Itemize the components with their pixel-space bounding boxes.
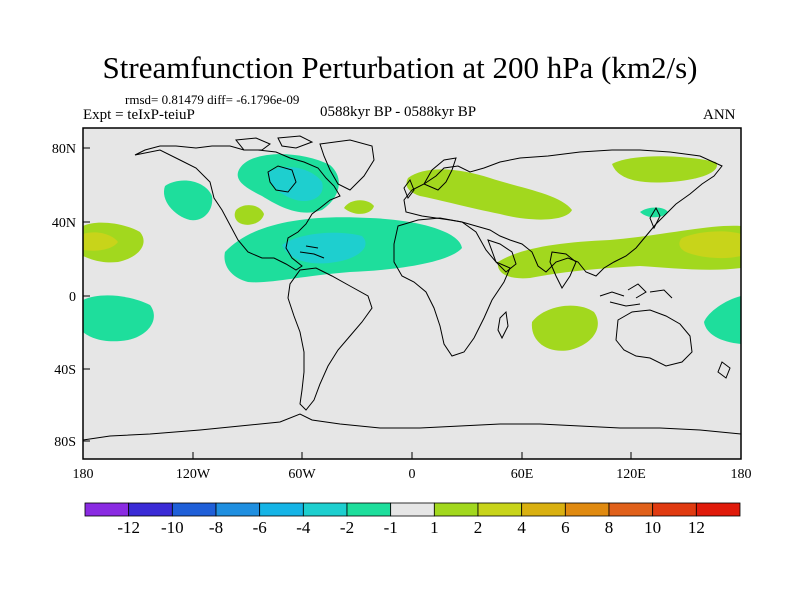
colorbar-swatch bbox=[564, 502, 610, 517]
coast-caribbean bbox=[299, 245, 325, 259]
lon-label-120e: 120E bbox=[616, 467, 646, 482]
contour-pos-indian-ocean bbox=[531, 305, 598, 351]
contour-neg-east-pacific bbox=[704, 296, 741, 344]
colorbar-label: -4 bbox=[296, 518, 311, 537]
coast-africa bbox=[393, 217, 511, 357]
contour-neg-south-pacific bbox=[83, 295, 154, 342]
axis-ticks bbox=[82, 147, 742, 459]
contour-pos-subtropical-belt bbox=[497, 225, 741, 279]
lon-label-180e: 180 bbox=[731, 467, 752, 482]
lat-label-40n: 40N bbox=[52, 216, 76, 231]
coast-south-america bbox=[287, 267, 373, 411]
lon-label-120w: 120W bbox=[176, 467, 211, 482]
contour-pos-mid-atlantic bbox=[344, 200, 374, 214]
colorbar-swatch bbox=[390, 502, 435, 517]
experiment-label: Expt = teIxP-teiuP bbox=[83, 107, 195, 123]
stats-text: rmsd= 0.81479 diff= -6.1796e-09 bbox=[125, 92, 300, 107]
colorbar-label: -6 bbox=[253, 518, 267, 537]
lon-label-60e: 60E bbox=[511, 467, 534, 482]
colorbar-swatch bbox=[652, 502, 697, 517]
colorbar-label: 8 bbox=[605, 518, 614, 537]
contour-pos-siberia bbox=[612, 156, 717, 183]
colorbar-label: 4 bbox=[517, 518, 526, 537]
colorbar-swatch bbox=[128, 502, 173, 517]
contour-pos-pacific-core bbox=[679, 231, 741, 259]
contour-neg-japan bbox=[640, 207, 668, 218]
season-label: ANN bbox=[703, 107, 736, 123]
contour-pos-europe bbox=[406, 169, 572, 220]
colorbar-swatch bbox=[215, 502, 261, 517]
colorbar-label: 2 bbox=[474, 518, 483, 537]
colorbar-swatch bbox=[477, 502, 523, 517]
colorbar-swatch bbox=[608, 502, 654, 517]
axis-labels: 180 120W 60W 0 60E 120E 180 80N 40N 0 40… bbox=[52, 142, 752, 482]
coastlines bbox=[83, 135, 741, 441]
coast-australia bbox=[615, 309, 693, 367]
lat-label-40s: 40S bbox=[54, 363, 76, 378]
colorbar-swatch bbox=[346, 502, 392, 517]
contour-fields bbox=[83, 154, 741, 351]
colorbar-label: 10 bbox=[644, 518, 661, 537]
colorbar-label: -8 bbox=[209, 518, 223, 537]
coast-new-zealand bbox=[717, 361, 731, 379]
colorbar-swatch bbox=[171, 502, 217, 517]
coast-arabia bbox=[487, 239, 517, 273]
contour-pos-west-pacific-core bbox=[83, 232, 118, 251]
lon-label-180w: 180 bbox=[73, 467, 94, 482]
colorbar-swatch bbox=[259, 502, 304, 517]
colorbar-label: -12 bbox=[117, 518, 140, 537]
coast-indonesia bbox=[599, 283, 673, 307]
lon-label-60w: 60W bbox=[288, 467, 316, 482]
colorbar-label: -1 bbox=[384, 518, 398, 537]
coast-antarctica bbox=[83, 413, 741, 441]
colorbar-swatch bbox=[302, 502, 348, 517]
coast-uk bbox=[403, 178, 415, 200]
contour-neg-west-pacific-north bbox=[163, 180, 213, 221]
lon-label-0: 0 bbox=[409, 467, 416, 482]
contour-neg-tropical-atlantic-core bbox=[282, 232, 366, 264]
coast-hudson-bay bbox=[267, 165, 297, 193]
colorbar-swatch bbox=[695, 502, 741, 517]
colorbar-label: 1 bbox=[430, 518, 439, 537]
plot-title: Streamfunction Perturbation at 200 hPa (… bbox=[102, 50, 698, 85]
lat-label-0: 0 bbox=[69, 290, 76, 305]
colorbar-label: -2 bbox=[340, 518, 354, 537]
colorbar-labels: -12 -10 -8 -6 -4 -2 -1 1 2 4 6 8 10 12 bbox=[117, 518, 704, 537]
coast-arctic-islands bbox=[235, 135, 314, 151]
colorbar-label: 6 bbox=[561, 518, 570, 537]
period-label: 0588kyr BP - 0588kyr BP bbox=[320, 104, 477, 120]
lat-label-80s: 80S bbox=[54, 435, 76, 450]
coast-india bbox=[549, 251, 577, 289]
colorbar bbox=[84, 502, 741, 517]
lat-label-80n: 80N bbox=[52, 142, 76, 157]
coast-north-america bbox=[134, 145, 341, 271]
contour-neg-north-atlantic-core bbox=[268, 167, 323, 202]
colorbar-label: 12 bbox=[688, 518, 705, 537]
colorbar-label: -10 bbox=[161, 518, 184, 537]
coast-madagascar bbox=[497, 310, 509, 340]
contour-pos-north-america bbox=[234, 205, 264, 225]
coast-scandinavia bbox=[423, 157, 457, 191]
colorbar-swatch bbox=[433, 502, 479, 517]
colorbar-swatch bbox=[84, 502, 130, 517]
coast-japan bbox=[649, 206, 661, 230]
coast-greenland bbox=[319, 139, 375, 191]
colorbar-swatch bbox=[521, 502, 566, 517]
